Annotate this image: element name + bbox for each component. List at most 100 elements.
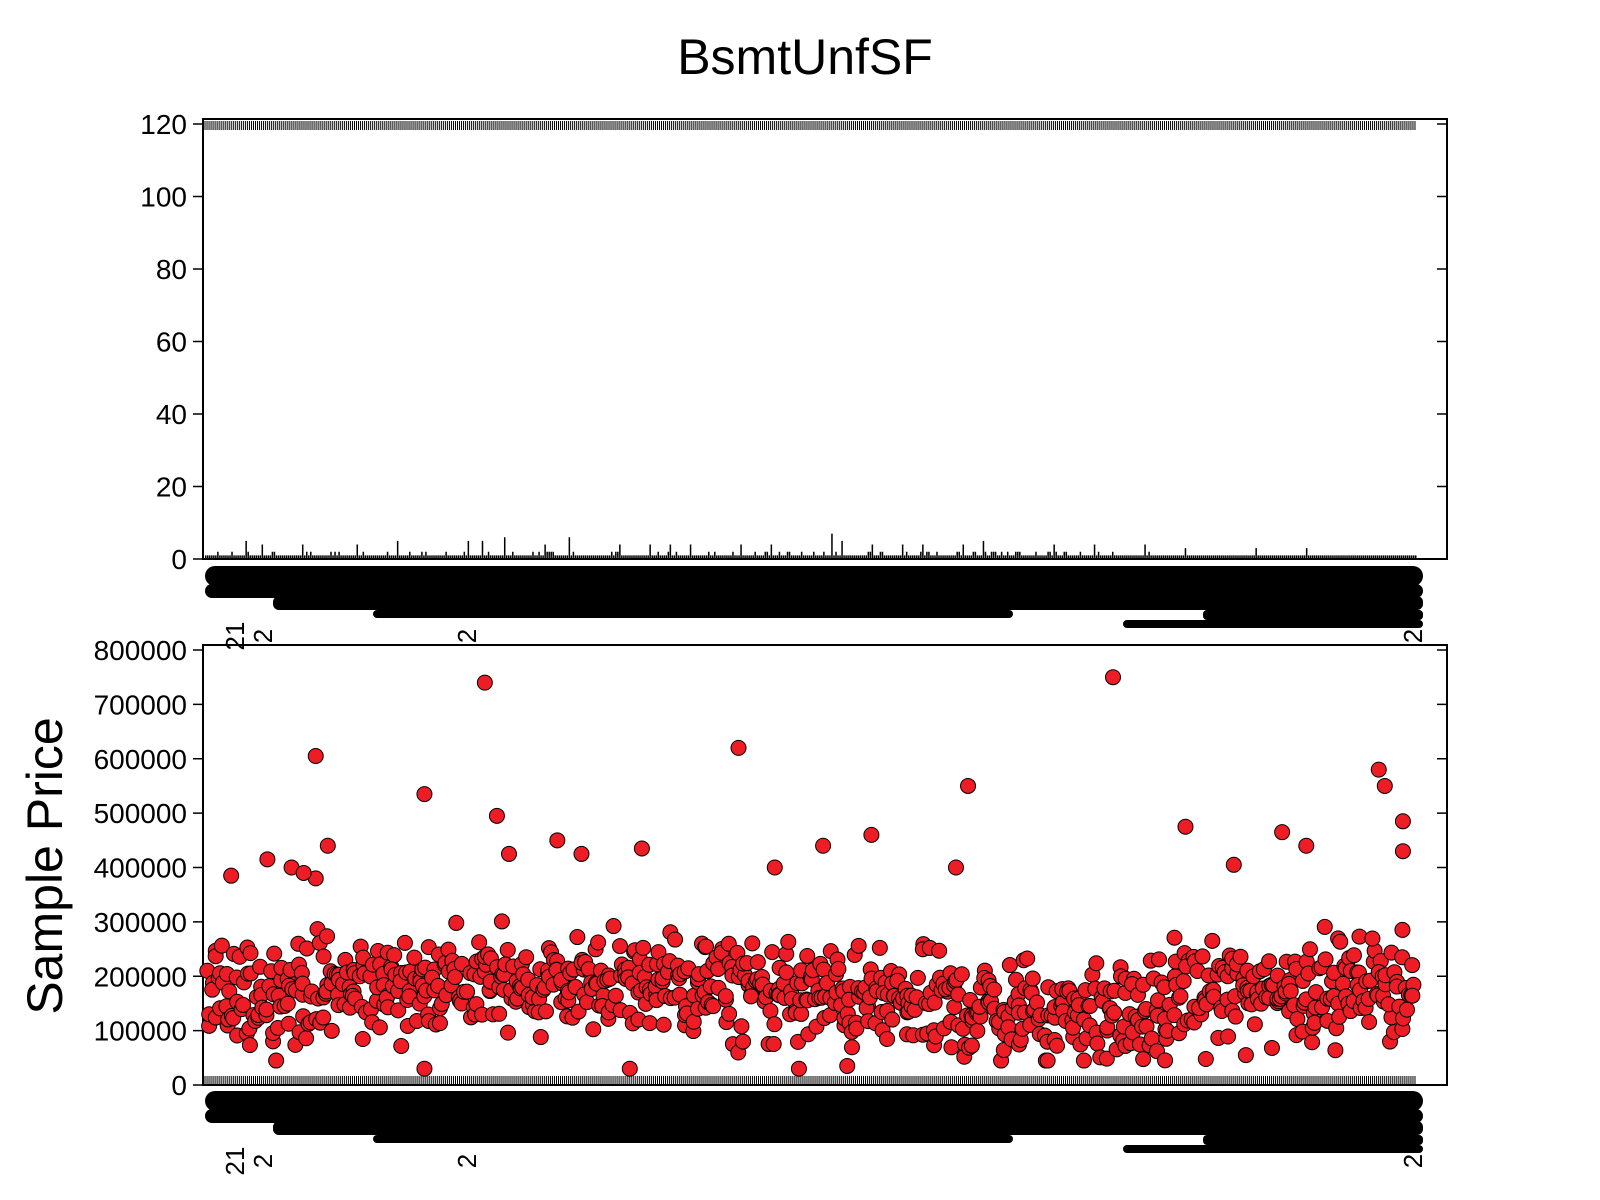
bar xyxy=(835,551,837,559)
bar xyxy=(823,551,825,559)
bar xyxy=(885,555,888,559)
data-point xyxy=(1172,988,1189,1005)
data-point xyxy=(1220,1028,1237,1045)
bar xyxy=(685,555,688,559)
bar xyxy=(724,555,726,559)
data-point-outlier xyxy=(549,832,566,849)
bar xyxy=(1184,548,1187,559)
bar xyxy=(841,540,843,559)
bar xyxy=(423,555,425,559)
x-tick-labels-overprint xyxy=(205,566,1423,586)
bar xyxy=(988,555,991,559)
bar xyxy=(1150,555,1152,559)
data-point xyxy=(1361,1013,1378,1030)
bar xyxy=(362,551,365,559)
data-point xyxy=(1317,951,1334,968)
bar xyxy=(651,555,653,559)
data-point xyxy=(1194,948,1211,965)
bar xyxy=(883,555,886,559)
bar xyxy=(938,555,940,559)
bar xyxy=(568,537,571,559)
bar xyxy=(530,555,532,559)
bar xyxy=(1354,555,1356,559)
bar xyxy=(806,555,809,559)
bar xyxy=(281,555,284,559)
bar xyxy=(627,555,629,559)
bar xyxy=(457,555,460,559)
bar xyxy=(1073,555,1076,559)
data-point-outlier xyxy=(1105,669,1121,686)
bar xyxy=(837,555,839,559)
bar xyxy=(1170,555,1173,559)
bar xyxy=(960,555,962,559)
bar xyxy=(1410,555,1413,559)
bar xyxy=(671,555,674,559)
bar xyxy=(207,555,209,559)
bar xyxy=(522,555,524,559)
bar xyxy=(889,555,892,559)
bar xyxy=(1196,555,1199,559)
bar xyxy=(774,555,777,559)
bar xyxy=(285,555,288,559)
y-tick-label: 400000 xyxy=(94,853,187,884)
bar xyxy=(233,555,235,559)
bar xyxy=(536,555,538,559)
bar xyxy=(1017,551,1019,559)
bar xyxy=(1289,555,1292,559)
bar xyxy=(740,544,742,559)
bar xyxy=(520,555,522,559)
bar xyxy=(887,555,890,559)
bar xyxy=(322,555,324,559)
bar xyxy=(1332,555,1334,559)
bar xyxy=(687,555,690,559)
bar xyxy=(1085,555,1088,559)
data-point xyxy=(471,934,488,951)
bar xyxy=(792,555,795,559)
bar xyxy=(604,555,607,559)
bar xyxy=(1190,555,1193,559)
bar xyxy=(253,555,255,559)
bar xyxy=(970,555,973,559)
data-point xyxy=(393,1038,410,1055)
bar xyxy=(475,555,478,559)
bar xyxy=(1370,555,1373,559)
bar xyxy=(241,555,243,559)
bar xyxy=(609,555,611,559)
bar xyxy=(1364,555,1366,559)
bar xyxy=(689,544,692,559)
bar xyxy=(1075,555,1078,559)
bar xyxy=(796,555,799,559)
bar xyxy=(358,555,361,559)
data-point xyxy=(1039,1052,1056,1069)
bar xyxy=(1146,555,1148,559)
bar xyxy=(1206,555,1209,559)
bar xyxy=(940,555,942,559)
x-tick-labels-overprint xyxy=(205,1109,1423,1123)
data-point-outlier xyxy=(766,859,783,876)
bar xyxy=(1013,555,1015,559)
bar xyxy=(415,555,417,559)
data-point-outlier xyxy=(416,1060,433,1077)
bar xyxy=(1283,555,1286,559)
data-point xyxy=(518,949,535,966)
bar xyxy=(974,551,977,559)
bar xyxy=(705,555,708,559)
bar xyxy=(895,555,898,559)
bar xyxy=(798,555,801,559)
bar xyxy=(776,555,779,559)
bar xyxy=(701,555,704,559)
data-point xyxy=(848,1020,865,1037)
bar xyxy=(681,555,684,559)
data-point-outlier xyxy=(815,837,832,854)
bar xyxy=(227,555,229,559)
data-point xyxy=(1232,948,1249,965)
bar xyxy=(1045,555,1047,559)
data-point xyxy=(371,1019,388,1036)
bar xyxy=(619,544,621,559)
bar xyxy=(1311,555,1314,559)
bar xyxy=(271,551,274,559)
bar xyxy=(354,555,356,559)
bar xyxy=(384,555,387,559)
bar xyxy=(590,555,593,559)
bar xyxy=(916,555,918,559)
